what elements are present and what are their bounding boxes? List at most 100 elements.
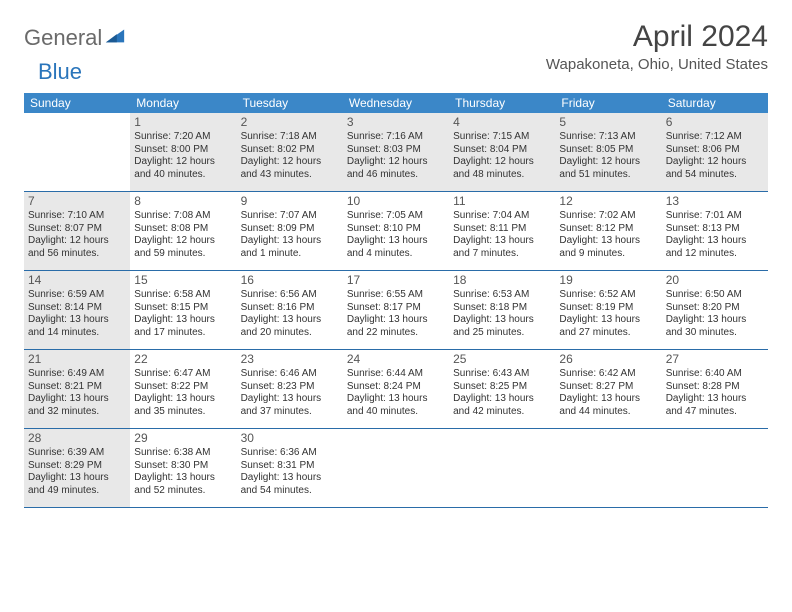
sunset-text: Sunset: 8:30 PM: [134, 460, 232, 473]
day-cell: 17Sunrise: 6:55 AMSunset: 8:17 PMDayligh…: [343, 271, 449, 349]
day-number: 9: [241, 194, 339, 209]
day-cell: 9Sunrise: 7:07 AMSunset: 8:09 PMDaylight…: [237, 192, 343, 270]
sunrise-text: Sunrise: 6:36 AM: [241, 447, 339, 460]
day-cell: 28Sunrise: 6:39 AMSunset: 8:29 PMDayligh…: [24, 429, 130, 507]
day-number: 13: [666, 194, 764, 209]
day-cell: 7Sunrise: 7:10 AMSunset: 8:07 PMDaylight…: [24, 192, 130, 270]
day-cell: [555, 429, 661, 507]
day-cell: 8Sunrise: 7:08 AMSunset: 8:08 PMDaylight…: [130, 192, 236, 270]
sunset-text: Sunset: 8:22 PM: [134, 381, 232, 394]
sunset-text: Sunset: 8:21 PM: [28, 381, 126, 394]
title-block: April 2024 Wapakoneta, Ohio, United Stat…: [546, 20, 768, 73]
day-number: 4: [453, 115, 551, 130]
logo-part1: General: [24, 25, 102, 51]
month-title: April 2024: [546, 20, 768, 54]
sunset-text: Sunset: 8:04 PM: [453, 144, 551, 157]
weekday-header: Sunday: [24, 93, 130, 113]
day-cell: 5Sunrise: 7:13 AMSunset: 8:05 PMDaylight…: [555, 113, 661, 191]
daylight-text: Daylight: 13 hours and 44 minutes.: [559, 393, 657, 418]
day-cell: 20Sunrise: 6:50 AMSunset: 8:20 PMDayligh…: [662, 271, 768, 349]
day-number: 11: [453, 194, 551, 209]
daylight-text: Daylight: 13 hours and 12 minutes.: [666, 235, 764, 260]
day-number: 16: [241, 273, 339, 288]
day-number: 19: [559, 273, 657, 288]
sunset-text: Sunset: 8:29 PM: [28, 460, 126, 473]
weekday-header: Monday: [130, 93, 236, 113]
sunset-text: Sunset: 8:05 PM: [559, 144, 657, 157]
sunset-text: Sunset: 8:19 PM: [559, 302, 657, 315]
sunrise-text: Sunrise: 7:05 AM: [347, 210, 445, 223]
daylight-text: Daylight: 13 hours and 20 minutes.: [241, 314, 339, 339]
sunrise-text: Sunrise: 6:56 AM: [241, 289, 339, 302]
sunset-text: Sunset: 8:08 PM: [134, 223, 232, 236]
daylight-text: Daylight: 13 hours and 40 minutes.: [347, 393, 445, 418]
sunrise-text: Sunrise: 6:55 AM: [347, 289, 445, 302]
weekday-header: Thursday: [449, 93, 555, 113]
sunset-text: Sunset: 8:17 PM: [347, 302, 445, 315]
day-number: 20: [666, 273, 764, 288]
sunset-text: Sunset: 8:12 PM: [559, 223, 657, 236]
daylight-text: Daylight: 13 hours and 37 minutes.: [241, 393, 339, 418]
day-cell: 30Sunrise: 6:36 AMSunset: 8:31 PMDayligh…: [237, 429, 343, 507]
sunrise-text: Sunrise: 7:10 AM: [28, 210, 126, 223]
sunset-text: Sunset: 8:02 PM: [241, 144, 339, 157]
day-cell: 16Sunrise: 6:56 AMSunset: 8:16 PMDayligh…: [237, 271, 343, 349]
day-number: 5: [559, 115, 657, 130]
sunrise-text: Sunrise: 6:42 AM: [559, 368, 657, 381]
sunrise-text: Sunrise: 7:13 AM: [559, 131, 657, 144]
location-text: Wapakoneta, Ohio, United States: [546, 56, 768, 73]
sunset-text: Sunset: 8:03 PM: [347, 144, 445, 157]
sunrise-text: Sunrise: 6:40 AM: [666, 368, 764, 381]
sunrise-text: Sunrise: 6:53 AM: [453, 289, 551, 302]
day-number: 23: [241, 352, 339, 367]
logo: General: [24, 20, 128, 52]
day-cell: 26Sunrise: 6:42 AMSunset: 8:27 PMDayligh…: [555, 350, 661, 428]
sunset-text: Sunset: 8:11 PM: [453, 223, 551, 236]
day-cell: 12Sunrise: 7:02 AMSunset: 8:12 PMDayligh…: [555, 192, 661, 270]
day-cell: 4Sunrise: 7:15 AMSunset: 8:04 PMDaylight…: [449, 113, 555, 191]
day-number: 10: [347, 194, 445, 209]
day-cell: 11Sunrise: 7:04 AMSunset: 8:11 PMDayligh…: [449, 192, 555, 270]
daylight-text: Daylight: 13 hours and 1 minute.: [241, 235, 339, 260]
sunrise-text: Sunrise: 7:16 AM: [347, 131, 445, 144]
sunset-text: Sunset: 8:00 PM: [134, 144, 232, 157]
day-cell: 21Sunrise: 6:49 AMSunset: 8:21 PMDayligh…: [24, 350, 130, 428]
sunrise-text: Sunrise: 6:50 AM: [666, 289, 764, 302]
daylight-text: Daylight: 13 hours and 27 minutes.: [559, 314, 657, 339]
week-row: 7Sunrise: 7:10 AMSunset: 8:07 PMDaylight…: [24, 192, 768, 271]
sunrise-text: Sunrise: 6:47 AM: [134, 368, 232, 381]
daylight-text: Daylight: 13 hours and 14 minutes.: [28, 314, 126, 339]
sunrise-text: Sunrise: 6:46 AM: [241, 368, 339, 381]
day-cell: 23Sunrise: 6:46 AMSunset: 8:23 PMDayligh…: [237, 350, 343, 428]
daylight-text: Daylight: 13 hours and 7 minutes.: [453, 235, 551, 260]
sunrise-text: Sunrise: 7:02 AM: [559, 210, 657, 223]
sunset-text: Sunset: 8:18 PM: [453, 302, 551, 315]
week-row: 28Sunrise: 6:39 AMSunset: 8:29 PMDayligh…: [24, 429, 768, 508]
day-number: 17: [347, 273, 445, 288]
day-cell: [24, 113, 130, 191]
daylight-text: Daylight: 13 hours and 25 minutes.: [453, 314, 551, 339]
day-number: 27: [666, 352, 764, 367]
calendar: SundayMondayTuesdayWednesdayThursdayFrid…: [24, 93, 768, 508]
day-number: 7: [28, 194, 126, 209]
daylight-text: Daylight: 13 hours and 30 minutes.: [666, 314, 764, 339]
day-number: 2: [241, 115, 339, 130]
daylight-text: Daylight: 13 hours and 49 minutes.: [28, 472, 126, 497]
weekday-header: Saturday: [662, 93, 768, 113]
week-row: 14Sunrise: 6:59 AMSunset: 8:14 PMDayligh…: [24, 271, 768, 350]
daylight-text: Daylight: 12 hours and 43 minutes.: [241, 156, 339, 181]
sunrise-text: Sunrise: 7:18 AM: [241, 131, 339, 144]
day-number: 18: [453, 273, 551, 288]
sunset-text: Sunset: 8:27 PM: [559, 381, 657, 394]
daylight-text: Daylight: 13 hours and 47 minutes.: [666, 393, 764, 418]
day-cell: [662, 429, 768, 507]
daylight-text: Daylight: 13 hours and 4 minutes.: [347, 235, 445, 260]
sunset-text: Sunset: 8:25 PM: [453, 381, 551, 394]
sunset-text: Sunset: 8:07 PM: [28, 223, 126, 236]
sunset-text: Sunset: 8:24 PM: [347, 381, 445, 394]
day-number: 21: [28, 352, 126, 367]
sunset-text: Sunset: 8:15 PM: [134, 302, 232, 315]
weekday-header-row: SundayMondayTuesdayWednesdayThursdayFrid…: [24, 93, 768, 113]
day-number: 8: [134, 194, 232, 209]
daylight-text: Daylight: 12 hours and 56 minutes.: [28, 235, 126, 260]
